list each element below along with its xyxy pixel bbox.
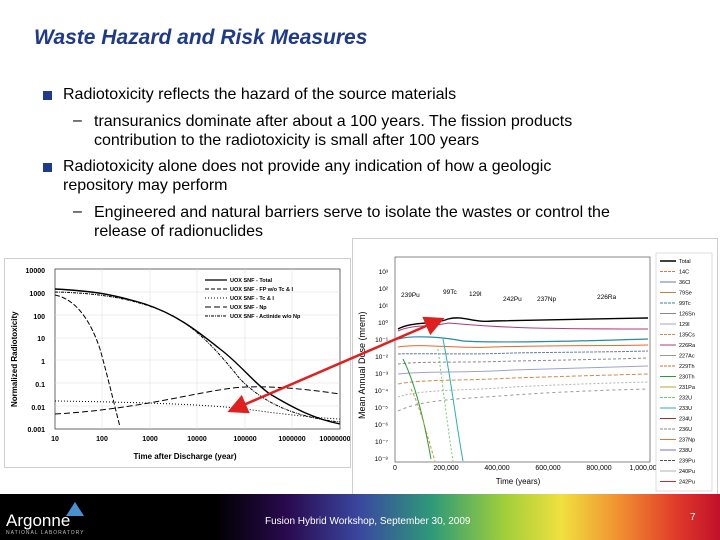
y-tick: 100 [33,314,45,321]
annotation: 237Np [537,296,557,303]
sub-bullet-2-line2: release of radionuclides [94,223,263,240]
y-tick: 10³ [379,269,389,276]
y-tick: 0.01 [31,405,45,412]
footer-bar [0,494,720,540]
x-axis-label: Time (years) [496,477,541,486]
legend-entry: 239Pu [679,459,695,465]
legend-entry: 99Tc [679,301,691,307]
x-tick: 1000000 [278,436,305,443]
y-tick: 10⁻⁷ [375,439,389,446]
annotation: 226Ra [597,294,617,301]
page-number: 7 [690,512,696,523]
x-tick: 1,000,000 [629,465,660,472]
sub-dash: – [73,112,82,129]
footer-center-text: Fusion Hybrid Workshop, September 30, 20… [265,516,471,527]
sub-bullet-1-line1: transuranics dominate after about a 100 … [94,113,573,130]
legend-entry: 129I [679,322,690,328]
legend-entry: 233U [679,406,692,412]
annotation: 239Pu [401,292,420,299]
logo-text: Argonne [6,511,71,530]
annotation: 99Tc [443,289,457,296]
x-tick: 10 [51,436,59,443]
y-tick: 0.1 [35,382,45,389]
x-axis-label: Time after Discharge (year) [133,452,236,461]
x-tick: 600,000 [535,465,560,472]
y-tick: 10000 [26,268,46,275]
slide-title: Waste Hazard and Risk Measures [34,26,368,49]
x-tick: 100000 [233,436,256,443]
series-fp [54,294,121,428]
sub-dash: – [73,203,82,220]
x-tick: 800,000 [586,465,611,472]
y-axis-label: Normalized Radiotoxicity [10,311,19,407]
x-tick: 200,000 [433,465,458,472]
legend-entry: 230Th [679,375,695,381]
y-tick: 10 [37,336,45,343]
legend-entry: 36Cl [679,280,690,286]
x-tick: 0 [393,465,397,472]
y-tick: 10⁻⁸ [375,456,389,463]
legend-entry: UOX SNF - Tc & I [230,296,274,302]
y-tick: 10⁻⁶ [375,422,389,429]
legend-entry: 236U [679,427,692,433]
y-tick: 1000 [29,291,45,298]
legend-entry: 232U [679,396,692,402]
x-tick: 1000 [142,436,158,443]
legend-entry: Total [679,259,691,265]
legend-entry: 126Sn [679,312,695,318]
y-tick: 10² [379,286,389,293]
x-tick: 10000 [187,436,207,443]
legend-entry: 237Np [679,438,695,444]
legend-entry: UOX SNF - FP w/o Tc & I [230,287,294,293]
legend-entry: 227Ac [679,354,695,360]
legend-entry: 135Cs [679,333,695,339]
sub-bullet-2-line1: Engineered and natural barriers serve to… [94,204,610,221]
legend-entry: 234U [679,417,692,423]
logo-subtitle: NATIONAL LABORATORY [6,530,85,536]
bullet-1: Radiotoxicity reflects the hazard of the… [63,86,457,103]
legend-entry: 242Pu [679,480,695,486]
annotation: 242Pu [503,296,522,303]
legend-entry: UOX SNF - Np [230,305,267,311]
bullet-2-line2: repository may perform [63,177,228,194]
legend-entry: UOX SNF - Total [230,278,273,284]
bullet-2-line1: Radiotoxicity alone does not provide any… [63,158,552,175]
legend-entry: 229Th [679,364,695,370]
legend-entry: 226Ra [679,343,696,349]
argonne-logo-icon [66,502,84,516]
legend-entry: 238U [679,448,692,454]
bullet-square-icon [43,163,52,172]
x-tick: 100 [96,436,108,443]
y-tick: 10¹ [379,303,389,310]
y-tick: 1 [41,359,45,366]
annotation: 129I [469,291,482,298]
bullet-square-icon [43,91,52,100]
legend-entry: 79Se [679,291,692,297]
legend-entry: 14C [679,270,689,276]
sub-bullet-1-line2: contribution to the radiotoxicity is sma… [94,132,480,149]
y-tick: 0.001 [27,427,45,434]
x-tick: 10000000 [319,436,350,443]
legend-entry: 231Pa [679,385,696,391]
legend-entry: 240Pu [679,469,695,475]
x-tick: 400,000 [484,465,509,472]
